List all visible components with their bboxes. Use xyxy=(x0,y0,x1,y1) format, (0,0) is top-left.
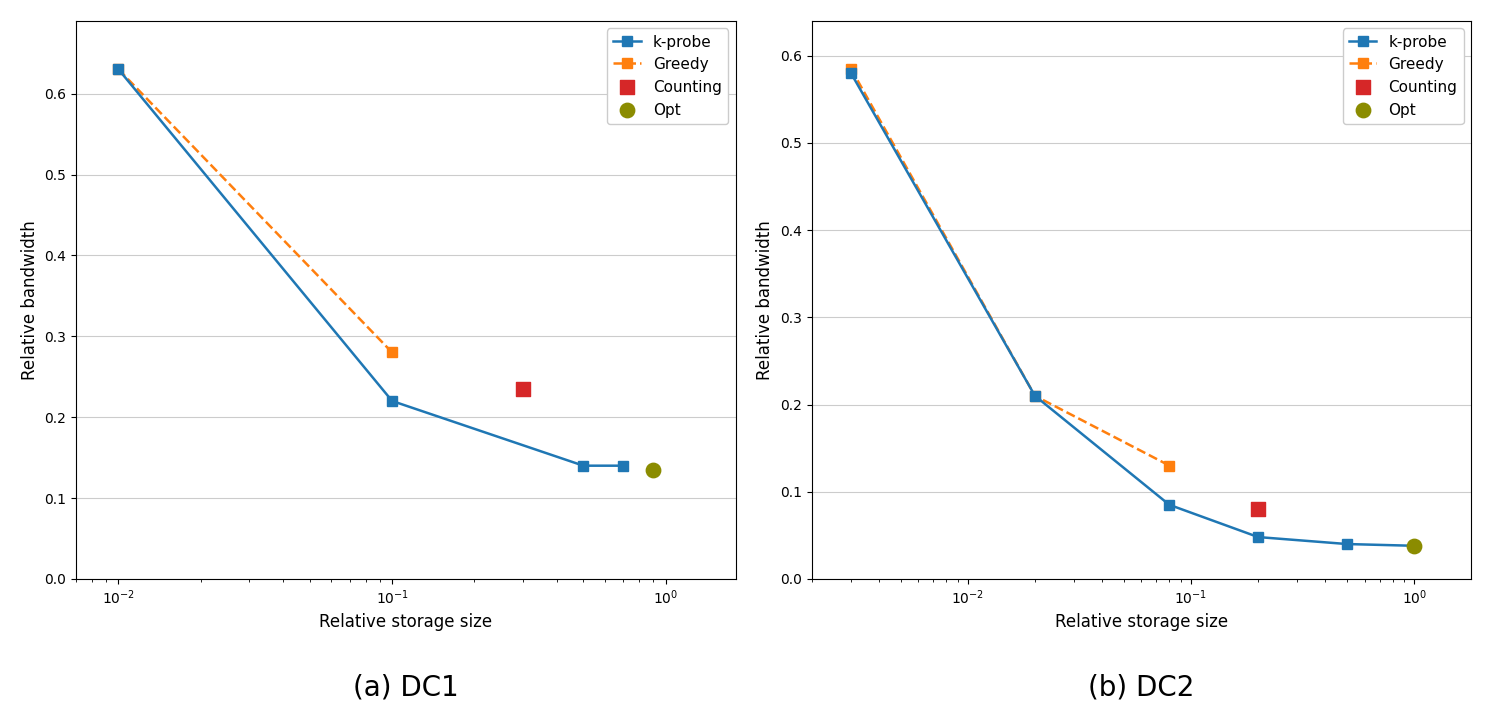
Greedy xyxy=(109,65,127,73)
k-probe xyxy=(615,462,633,470)
Line: k-probe: k-probe xyxy=(846,68,1419,551)
Opt xyxy=(1402,540,1426,551)
Greedy xyxy=(841,64,859,73)
Line: k-probe: k-probe xyxy=(113,64,628,470)
Line: Greedy: Greedy xyxy=(846,64,1174,470)
Opt xyxy=(642,464,665,475)
Greedy xyxy=(383,348,401,357)
Text: (b) DC2: (b) DC2 xyxy=(1088,674,1195,702)
Y-axis label: Relative bandwidth: Relative bandwidth xyxy=(21,220,39,380)
Line: Greedy: Greedy xyxy=(113,64,397,357)
Counting xyxy=(1246,503,1270,515)
k-probe xyxy=(1161,501,1179,509)
k-probe xyxy=(109,65,127,73)
k-probe xyxy=(841,69,859,78)
k-probe xyxy=(1338,540,1356,549)
Text: (a) DC1: (a) DC1 xyxy=(354,674,458,702)
Legend: k-probe, Greedy, Counting, Opt: k-probe, Greedy, Counting, Opt xyxy=(1343,28,1464,124)
k-probe xyxy=(383,397,401,405)
k-probe xyxy=(1249,533,1267,542)
X-axis label: Relative storage size: Relative storage size xyxy=(319,613,492,630)
Counting xyxy=(510,383,534,395)
Legend: k-probe, Greedy, Counting, Opt: k-probe, Greedy, Counting, Opt xyxy=(607,28,728,124)
Greedy xyxy=(1161,461,1179,469)
Y-axis label: Relative bandwidth: Relative bandwidth xyxy=(756,220,774,380)
X-axis label: Relative storage size: Relative storage size xyxy=(1055,613,1228,630)
Greedy xyxy=(1026,392,1044,400)
k-probe xyxy=(1026,392,1044,400)
k-probe xyxy=(574,462,592,470)
k-probe xyxy=(1405,542,1423,550)
